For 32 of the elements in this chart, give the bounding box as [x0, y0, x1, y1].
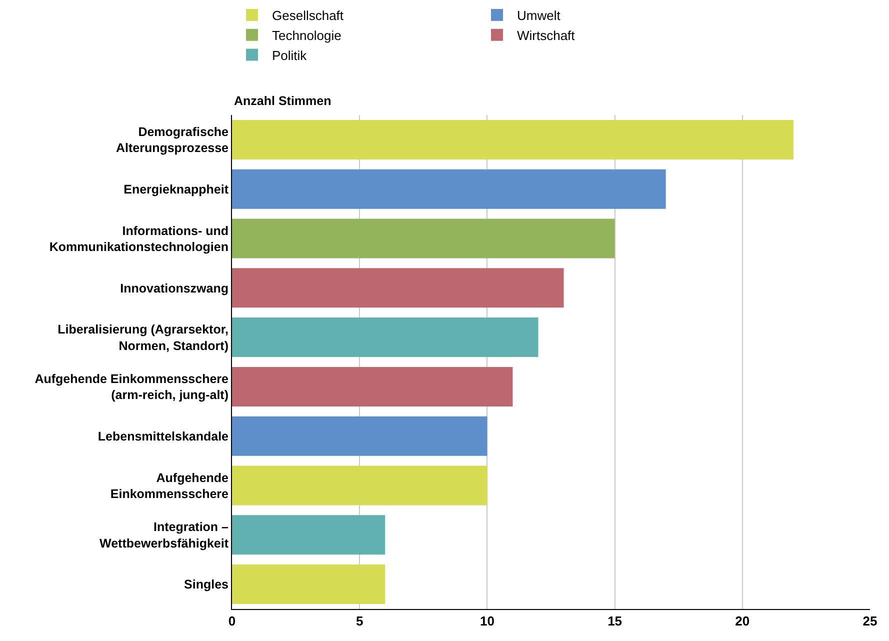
x-tick-label: 25 — [862, 614, 878, 629]
legend-label: Technologie — [272, 28, 342, 43]
x-tick-label: 0 — [228, 614, 236, 629]
x-tick-label: 10 — [480, 614, 494, 629]
bar — [232, 218, 615, 258]
legend-label: Gesellschaft — [272, 8, 344, 24]
legend-label: Politik — [272, 48, 308, 63]
x-tick-label: 5 — [356, 614, 364, 629]
bar — [232, 515, 386, 555]
x-tick-label: 15 — [608, 614, 622, 629]
x-axis-title: Anzahl Stimmen — [234, 94, 332, 108]
legend-label: Umwelt — [517, 8, 561, 24]
legend-label: Wirtschaft — [517, 28, 576, 43]
bar — [232, 366, 513, 406]
y-tick-label: Demografische Alterungsprozesse — [116, 124, 229, 156]
y-tick-label: Liberalisierung (Agrarsektor, Normen, Standort) — [58, 322, 228, 353]
bar — [232, 564, 386, 604]
y-tick-label: Integration – Wettbewerbsfähigkeit — [100, 520, 230, 550]
y-tick-label: Aufgehende Einkommensschere (arm-reich, jung-alt) — [34, 372, 229, 402]
bar — [232, 318, 538, 358]
bar — [232, 120, 794, 160]
y-tick-label: Lebensmittelskandale — [98, 429, 229, 444]
y-tick-label: Aufgehende Einkommensschere — [110, 470, 229, 501]
bar — [232, 169, 666, 209]
bar — [232, 466, 488, 506]
bar — [232, 416, 488, 456]
y-tick-label: Singles — [184, 578, 229, 592]
bar — [232, 268, 564, 308]
y-tick-label: Informations- und Kommunikationstechnologien — [49, 224, 228, 254]
x-tick-label: 20 — [735, 614, 750, 629]
y-tick-label: Innovationszwang — [120, 281, 228, 296]
y-tick-label: Energieknappheit — [124, 182, 230, 196]
